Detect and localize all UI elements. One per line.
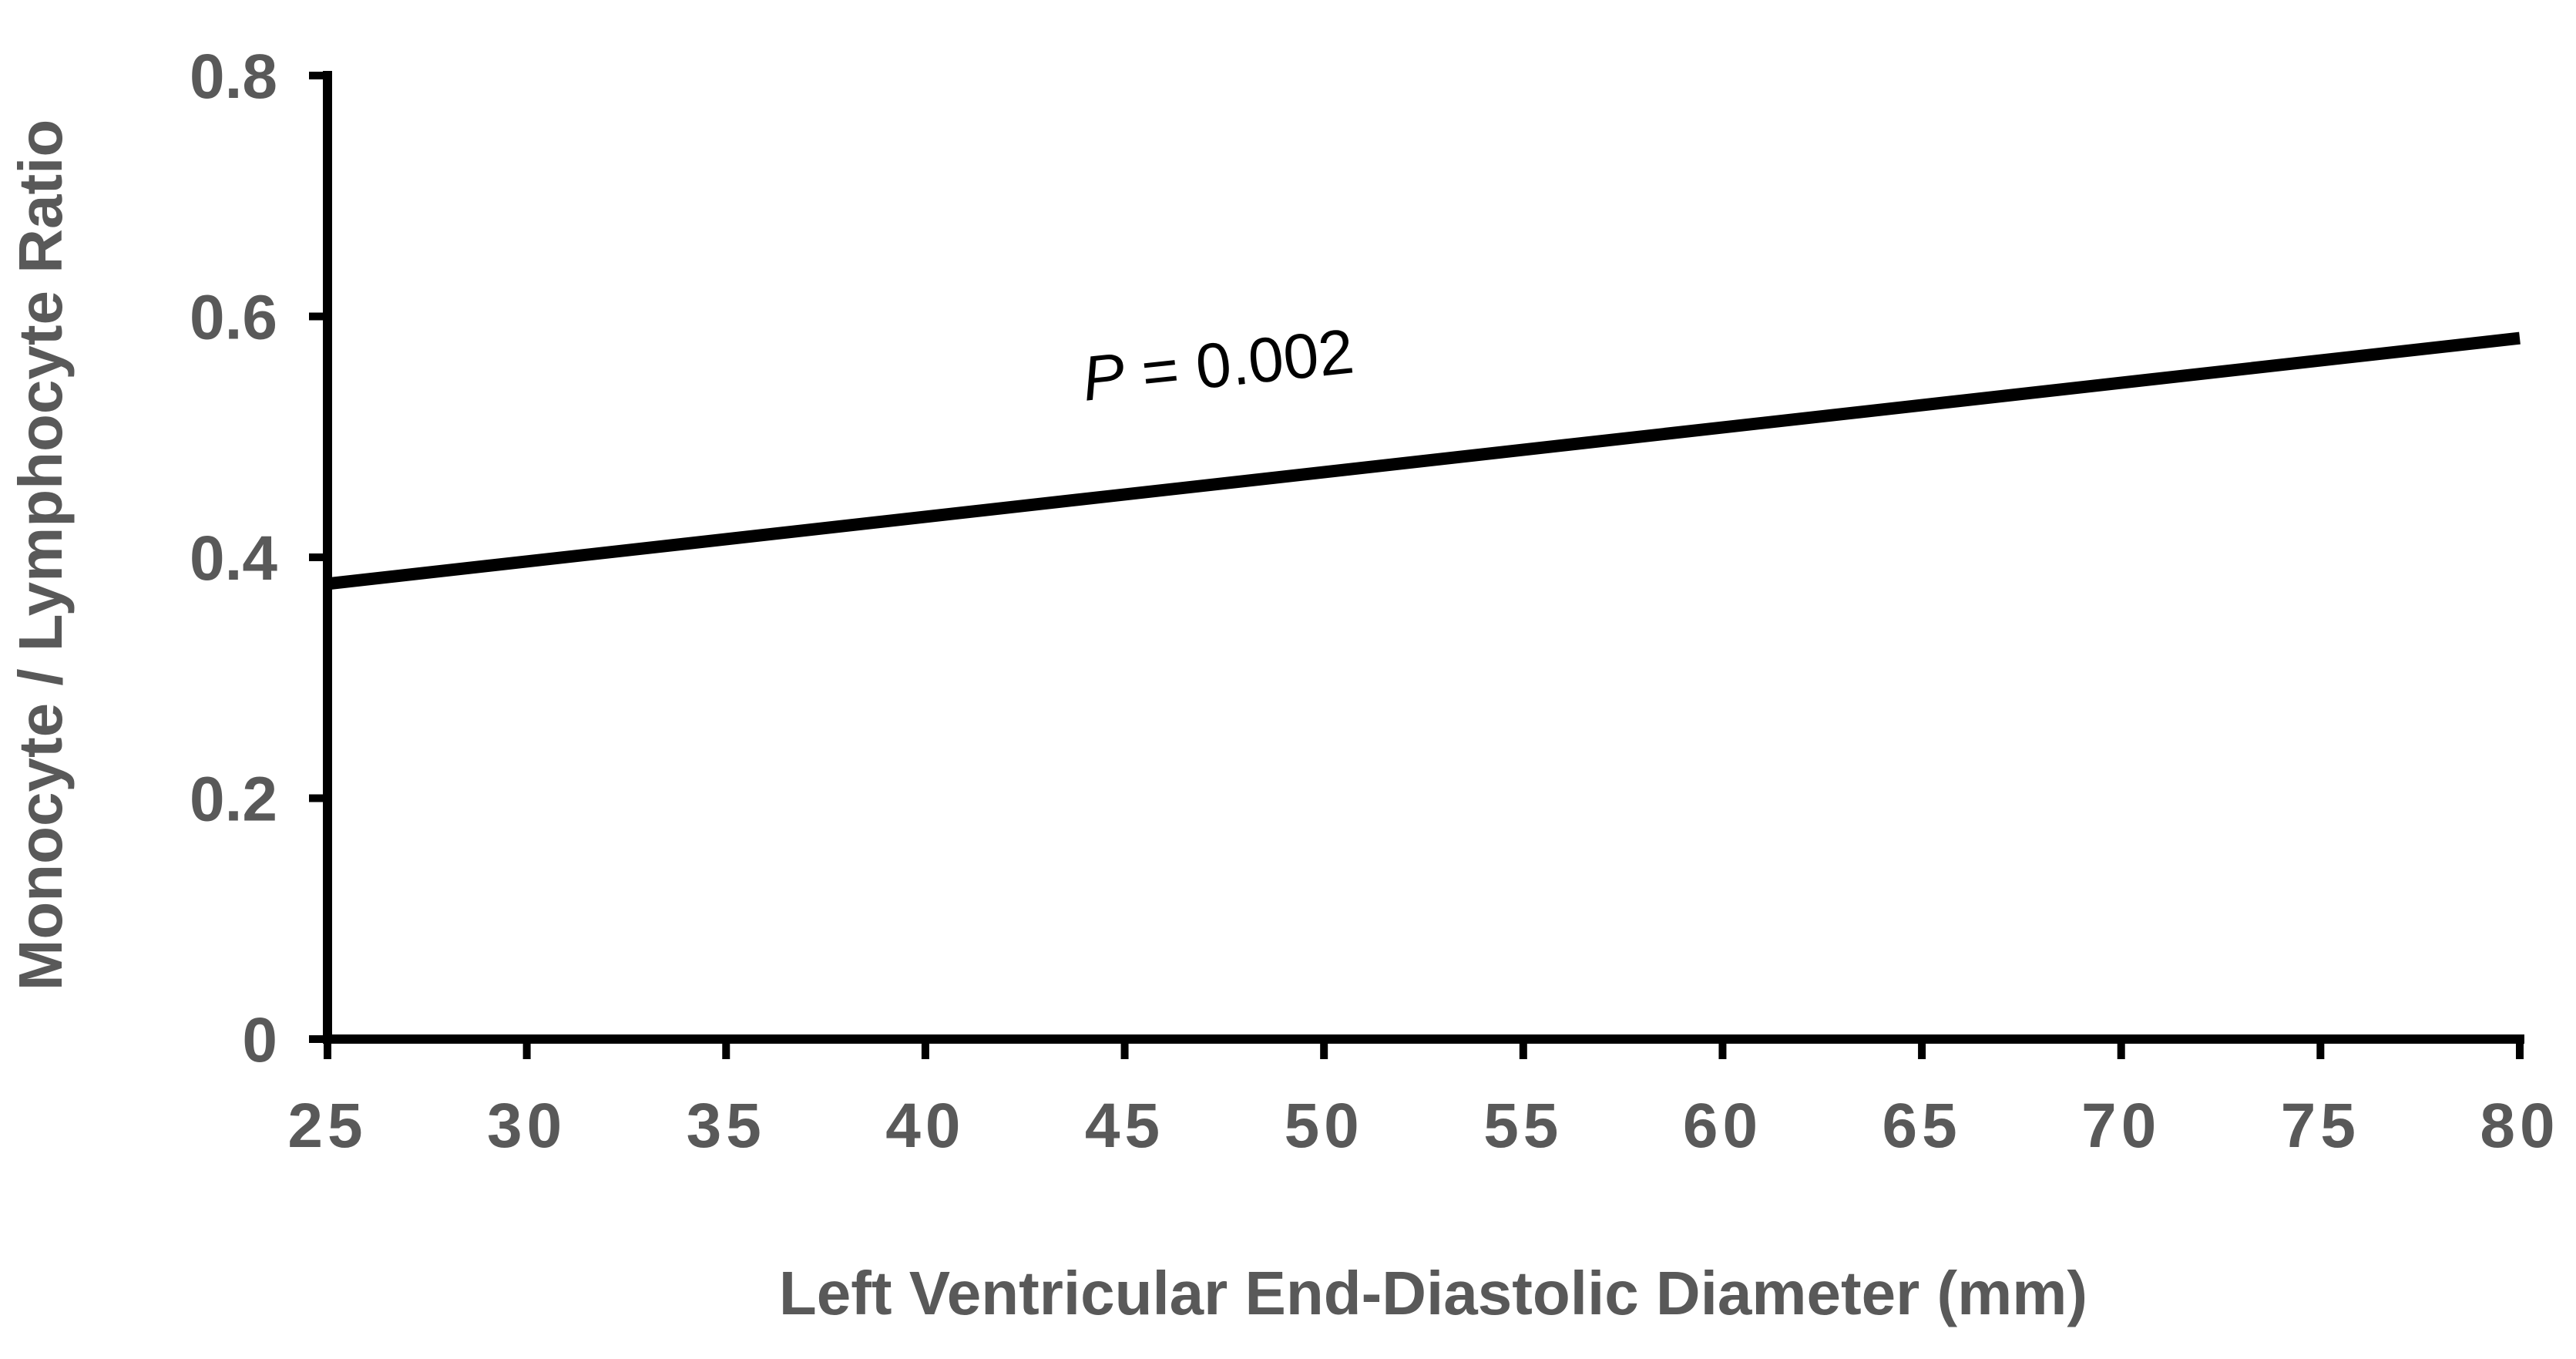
y-tick-label: 0.6 bbox=[190, 283, 277, 353]
x-tick-label: 75 bbox=[2281, 1091, 2360, 1161]
p-value-annotation: P = 0.002 bbox=[1079, 316, 1357, 414]
regression-line bbox=[327, 331, 2521, 590]
y-tick-label: 0.8 bbox=[190, 42, 277, 112]
x-tick-label: 55 bbox=[1483, 1091, 1563, 1161]
p-value-rest: = 0.002 bbox=[1121, 316, 1358, 410]
x-tick-label: 30 bbox=[487, 1091, 566, 1161]
x-axis-title: Left Ventricular End-Diastolic Diameter … bbox=[779, 1259, 2087, 1327]
x-tick-label: 65 bbox=[1882, 1091, 1961, 1161]
x-tick-label: 60 bbox=[1683, 1091, 1762, 1161]
series-layer bbox=[327, 331, 2521, 590]
y-tick-label: 0 bbox=[242, 1005, 277, 1075]
ticks-layer bbox=[309, 72, 2524, 1059]
x-tick-label: 35 bbox=[687, 1091, 766, 1161]
x-tick-label: 50 bbox=[1285, 1091, 1364, 1161]
x-tick-label: 25 bbox=[287, 1091, 367, 1161]
y-tick-label: 0.2 bbox=[190, 765, 277, 835]
x-tick-label: 80 bbox=[2480, 1091, 2559, 1161]
labels-layer: 0 0.2 0.4 0.6 0.8 25 30 35 40 45 50 55 60 65 70 75 80 bbox=[190, 42, 2559, 1161]
y-axis-title: Monocyte / Lymphocyte Ratio bbox=[6, 119, 75, 991]
x-tick-label: 70 bbox=[2081, 1091, 2161, 1161]
y-tick-label: 0.4 bbox=[190, 523, 277, 594]
x-tick-label: 40 bbox=[885, 1091, 965, 1161]
p-value-italic: P bbox=[1079, 341, 1128, 415]
x-tick-label: 45 bbox=[1085, 1091, 1164, 1161]
